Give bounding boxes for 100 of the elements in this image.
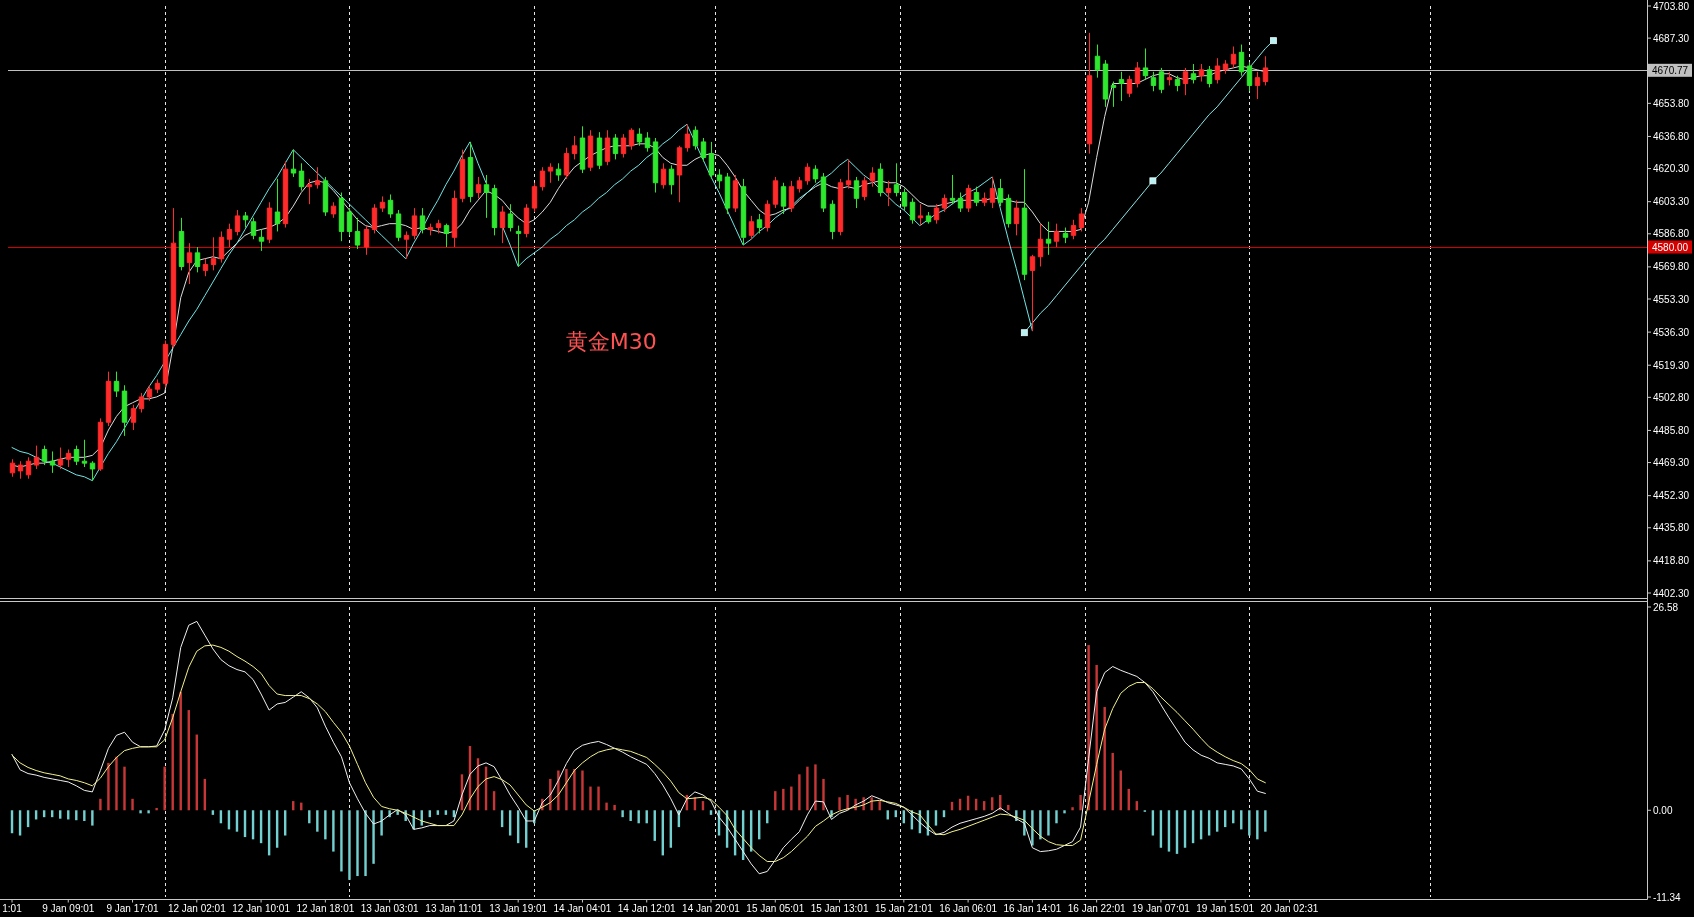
candlestick xyxy=(411,207,418,240)
ref-line-label: 4670.77 xyxy=(1652,64,1689,76)
x-tick-label: 19 Jan 15:01 xyxy=(1196,903,1255,914)
candlestick xyxy=(89,460,96,482)
candlestick xyxy=(97,417,104,472)
candlestick xyxy=(869,166,876,188)
candlestick xyxy=(708,141,715,180)
candlestick xyxy=(105,371,112,427)
candlestick xyxy=(788,180,795,213)
candlestick xyxy=(1238,44,1245,77)
bar xyxy=(316,810,319,832)
y-tick-label: 4586.80 xyxy=(1653,228,1690,240)
candlestick xyxy=(1190,63,1197,84)
candlestick xyxy=(266,201,273,244)
candlestick xyxy=(65,449,72,468)
candlestick xyxy=(314,166,321,190)
point xyxy=(1270,37,1277,45)
candlestick xyxy=(282,160,289,229)
candlestick xyxy=(49,450,56,474)
candlestick xyxy=(1037,223,1044,267)
bar xyxy=(589,786,592,811)
candlestick xyxy=(403,230,410,260)
candlestick xyxy=(194,246,201,273)
bar xyxy=(597,786,600,811)
candlestick xyxy=(989,176,996,209)
candlestick xyxy=(379,195,386,213)
bar xyxy=(1047,810,1050,836)
bar xyxy=(709,810,713,815)
bar xyxy=(163,766,166,811)
bar xyxy=(1264,810,1267,832)
candlestick xyxy=(925,211,932,225)
y-tick-label: -11.34 xyxy=(1653,891,1682,903)
candlestick xyxy=(1246,61,1253,92)
candlestick xyxy=(909,197,916,225)
candlestick xyxy=(820,172,827,213)
candlestick xyxy=(9,458,16,478)
candlestick xyxy=(596,131,603,170)
candlestick xyxy=(636,127,643,147)
candlestick xyxy=(604,129,611,166)
y-tick-label: 4569.80 xyxy=(1653,261,1690,273)
candlestick xyxy=(81,439,88,468)
x-tick-label: 14 Jan 20:01 xyxy=(682,903,741,914)
bar xyxy=(798,774,801,811)
candlestick xyxy=(363,225,370,256)
candlestick xyxy=(620,133,627,158)
candlestick xyxy=(539,166,546,192)
bar xyxy=(613,804,616,811)
candlestick xyxy=(1126,75,1133,98)
bar xyxy=(1055,810,1058,824)
candlestick xyxy=(1222,59,1229,75)
candlestick xyxy=(1174,75,1181,92)
point xyxy=(1149,177,1157,185)
bar xyxy=(107,762,110,811)
candlestick xyxy=(491,184,498,236)
candlestick xyxy=(57,447,64,470)
candlestick xyxy=(234,209,241,236)
bar xyxy=(782,788,785,811)
candlestick xyxy=(25,456,32,480)
bar xyxy=(139,810,142,814)
candlestick xyxy=(901,188,908,211)
bar xyxy=(75,810,78,821)
bar xyxy=(155,807,158,811)
candlestick xyxy=(121,384,128,437)
bar xyxy=(436,810,440,815)
y-tick-label: 4603.30 xyxy=(1653,196,1690,208)
bar xyxy=(1071,807,1074,811)
candlestick xyxy=(395,209,402,242)
candlestick xyxy=(186,242,193,285)
bar xyxy=(621,810,624,818)
x-tick-label: 16 Jan 06:01 xyxy=(939,903,998,914)
candlestick xyxy=(965,184,972,213)
candlestick xyxy=(1166,71,1173,86)
bar xyxy=(1063,810,1066,814)
candlestick xyxy=(917,203,924,227)
bar xyxy=(814,764,817,811)
candlestick xyxy=(587,129,594,172)
candlestick xyxy=(1029,254,1036,332)
bar xyxy=(1095,664,1098,811)
candlestick xyxy=(829,199,836,240)
candlestick xyxy=(17,460,24,480)
candlestick xyxy=(451,190,458,248)
candlestick xyxy=(218,230,225,264)
bar xyxy=(59,810,62,819)
candlestick xyxy=(973,186,980,207)
candlestick xyxy=(1102,59,1109,108)
bar xyxy=(573,768,576,811)
candlestick xyxy=(555,162,562,182)
candlestick xyxy=(371,203,378,234)
candlestick xyxy=(845,158,852,190)
candlestick xyxy=(202,258,209,277)
candlestick xyxy=(949,174,956,205)
candlestick xyxy=(1150,71,1157,92)
bar xyxy=(83,810,86,821)
x-tick-label: 9 Jan 09:01 xyxy=(42,903,95,914)
candlestick xyxy=(346,207,353,236)
y-tick-label: 0.00 xyxy=(1653,804,1673,816)
x-tick-label: 13 Jan 19:01 xyxy=(489,903,548,914)
candlestick xyxy=(981,192,988,207)
candlestick xyxy=(684,123,691,153)
x-tick-label: 14 Jan 12:01 xyxy=(617,903,677,914)
